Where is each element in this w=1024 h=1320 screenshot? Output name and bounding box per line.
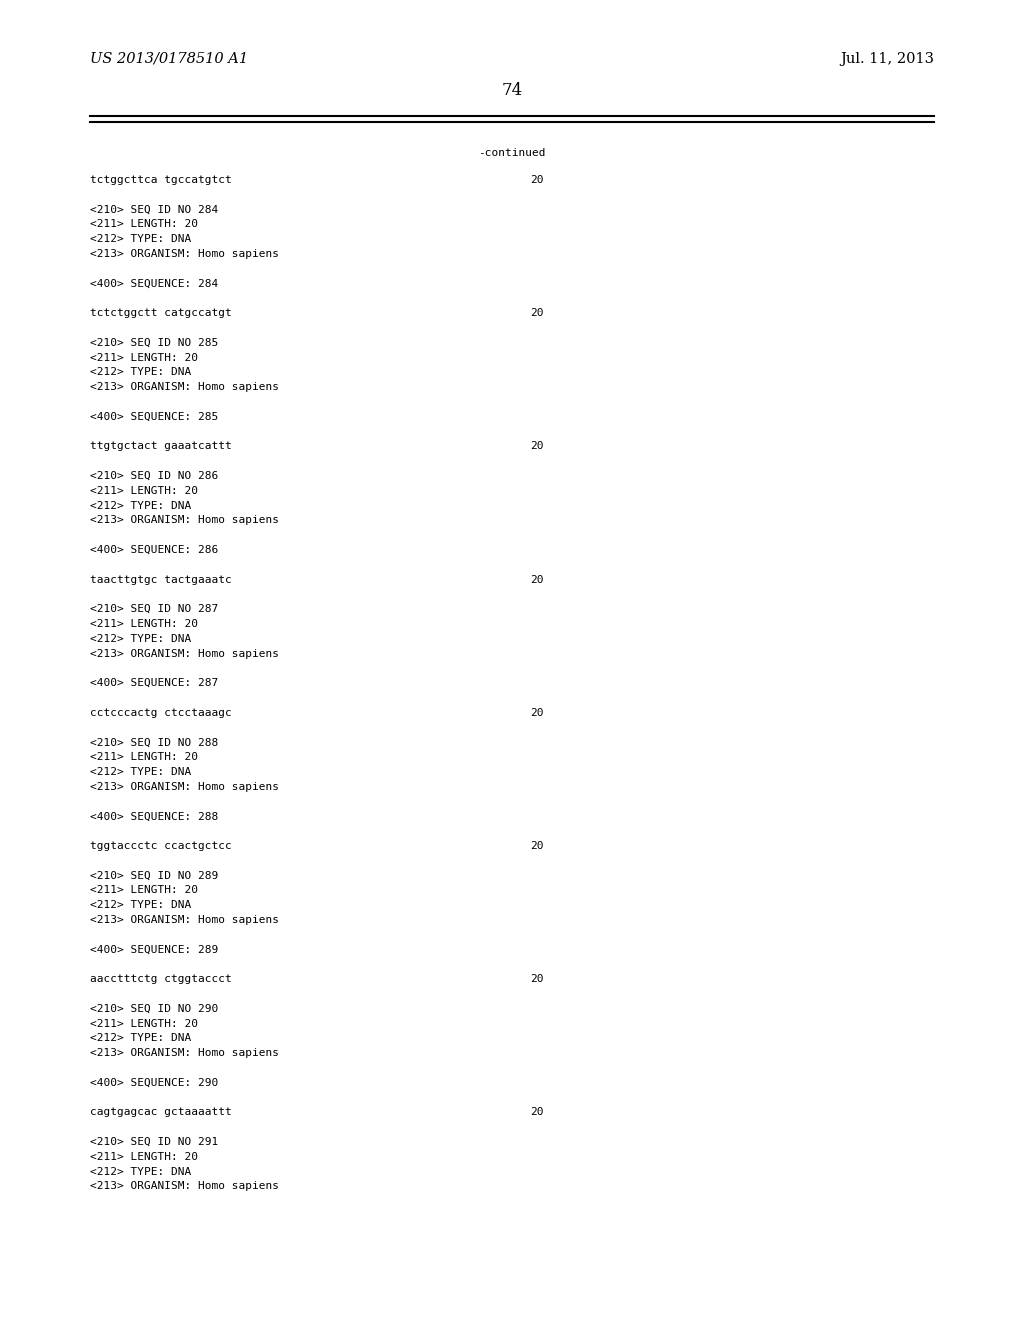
Text: <210> SEQ ID NO 285: <210> SEQ ID NO 285 [90,338,218,347]
Text: ttgtgctact gaaatcattt: ttgtgctact gaaatcattt [90,441,231,451]
Text: <212> TYPE: DNA: <212> TYPE: DNA [90,234,191,244]
Text: <210> SEQ ID NO 291: <210> SEQ ID NO 291 [90,1137,218,1147]
Text: <400> SEQUENCE: 284: <400> SEQUENCE: 284 [90,279,218,289]
Text: <210> SEQ ID NO 290: <210> SEQ ID NO 290 [90,1003,218,1014]
Text: <213> ORGANISM: Homo sapiens: <213> ORGANISM: Homo sapiens [90,249,279,259]
Text: cagtgagcac gctaaaattt: cagtgagcac gctaaaattt [90,1107,231,1118]
Text: Jul. 11, 2013: Jul. 11, 2013 [840,51,934,66]
Text: -continued: -continued [478,148,546,158]
Text: <212> TYPE: DNA: <212> TYPE: DNA [90,1034,191,1043]
Text: <212> TYPE: DNA: <212> TYPE: DNA [90,900,191,911]
Text: <400> SEQUENCE: 288: <400> SEQUENCE: 288 [90,812,218,821]
Text: <211> LENGTH: 20: <211> LENGTH: 20 [90,219,198,230]
Text: aacctttctg ctggtaccct: aacctttctg ctggtaccct [90,974,231,985]
Text: <400> SEQUENCE: 290: <400> SEQUENCE: 290 [90,1078,218,1088]
Text: <210> SEQ ID NO 287: <210> SEQ ID NO 287 [90,605,218,614]
Text: 20: 20 [530,841,544,851]
Text: <400> SEQUENCE: 286: <400> SEQUENCE: 286 [90,545,218,554]
Text: taacttgtgc tactgaaatc: taacttgtgc tactgaaatc [90,574,231,585]
Text: <400> SEQUENCE: 289: <400> SEQUENCE: 289 [90,945,218,954]
Text: <210> SEQ ID NO 288: <210> SEQ ID NO 288 [90,738,218,747]
Text: <212> TYPE: DNA: <212> TYPE: DNA [90,367,191,378]
Text: <211> LENGTH: 20: <211> LENGTH: 20 [90,486,198,496]
Text: <212> TYPE: DNA: <212> TYPE: DNA [90,1167,191,1176]
Text: tggtaccctc ccactgctcc: tggtaccctc ccactgctcc [90,841,231,851]
Text: 20: 20 [530,574,544,585]
Text: 20: 20 [530,974,544,985]
Text: 20: 20 [530,176,544,185]
Text: 20: 20 [530,1107,544,1118]
Text: 20: 20 [530,708,544,718]
Text: 74: 74 [502,82,522,99]
Text: <211> LENGTH: 20: <211> LENGTH: 20 [90,752,198,762]
Text: <212> TYPE: DNA: <212> TYPE: DNA [90,767,191,777]
Text: cctcccactg ctcctaaagc: cctcccactg ctcctaaagc [90,708,231,718]
Text: <213> ORGANISM: Homo sapiens: <213> ORGANISM: Homo sapiens [90,1048,279,1059]
Text: <213> ORGANISM: Homo sapiens: <213> ORGANISM: Homo sapiens [90,648,279,659]
Text: <211> LENGTH: 20: <211> LENGTH: 20 [90,886,198,895]
Text: <213> ORGANISM: Homo sapiens: <213> ORGANISM: Homo sapiens [90,515,279,525]
Text: US 2013/0178510 A1: US 2013/0178510 A1 [90,51,248,66]
Text: <211> LENGTH: 20: <211> LENGTH: 20 [90,619,198,630]
Text: <211> LENGTH: 20: <211> LENGTH: 20 [90,1152,198,1162]
Text: <210> SEQ ID NO 286: <210> SEQ ID NO 286 [90,471,218,480]
Text: <212> TYPE: DNA: <212> TYPE: DNA [90,634,191,644]
Text: <211> LENGTH: 20: <211> LENGTH: 20 [90,352,198,363]
Text: <213> ORGANISM: Homo sapiens: <213> ORGANISM: Homo sapiens [90,383,279,392]
Text: 20: 20 [530,441,544,451]
Text: <211> LENGTH: 20: <211> LENGTH: 20 [90,1019,198,1028]
Text: <400> SEQUENCE: 287: <400> SEQUENCE: 287 [90,678,218,688]
Text: <212> TYPE: DNA: <212> TYPE: DNA [90,500,191,511]
Text: <400> SEQUENCE: 285: <400> SEQUENCE: 285 [90,412,218,422]
Text: <213> ORGANISM: Homo sapiens: <213> ORGANISM: Homo sapiens [90,781,279,792]
Text: 20: 20 [530,308,544,318]
Text: <210> SEQ ID NO 284: <210> SEQ ID NO 284 [90,205,218,215]
Text: tctggcttca tgccatgtct: tctggcttca tgccatgtct [90,176,231,185]
Text: <213> ORGANISM: Homo sapiens: <213> ORGANISM: Homo sapiens [90,1181,279,1192]
Text: <210> SEQ ID NO 289: <210> SEQ ID NO 289 [90,871,218,880]
Text: <213> ORGANISM: Homo sapiens: <213> ORGANISM: Homo sapiens [90,915,279,925]
Text: tctctggctt catgccatgt: tctctggctt catgccatgt [90,308,231,318]
